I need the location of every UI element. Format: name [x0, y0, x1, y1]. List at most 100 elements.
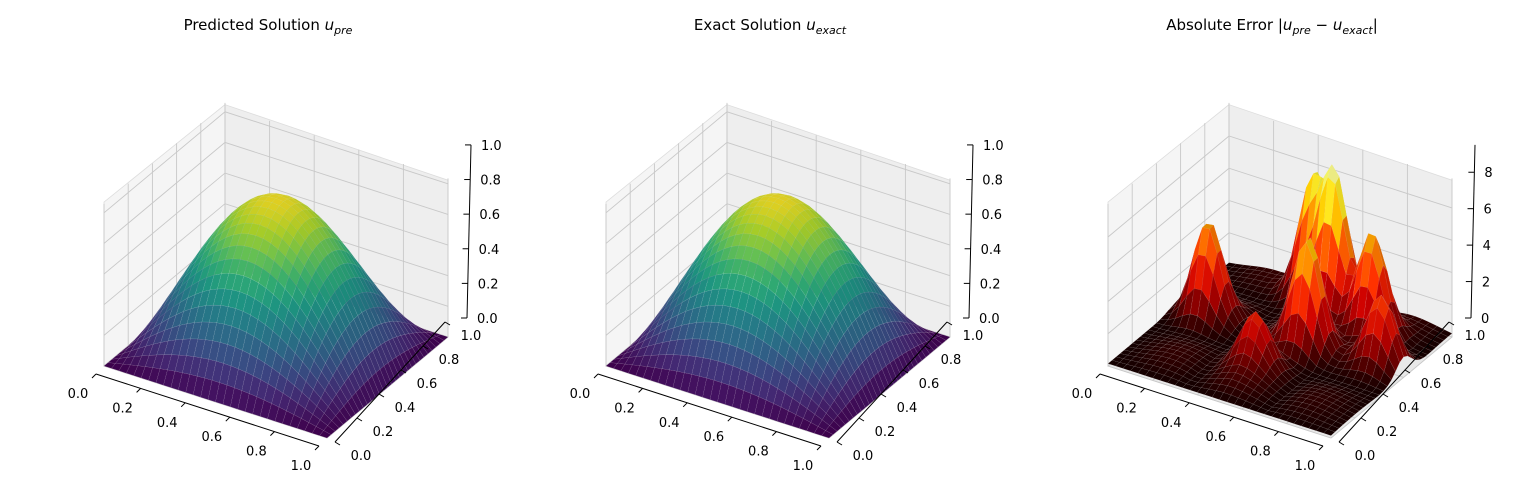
title-text: Exact Solution — [694, 16, 806, 34]
surface-patch — [837, 410, 850, 425]
y-tick-label: 1.0 — [963, 329, 984, 344]
exact-solution-plot: 0.00.20.40.60.81.00.00.20.40.60.81.00.00… — [570, 16, 1004, 474]
z-axis-line — [466, 144, 472, 319]
surface-patch — [1355, 401, 1368, 408]
z-tick-label: 0.8 — [982, 174, 1003, 189]
x-axis-line — [1099, 373, 1324, 447]
y-tick-label: 0.0 — [853, 449, 874, 464]
y-tick-label: 0.8 — [439, 353, 460, 368]
x-axis-line — [597, 373, 822, 447]
y-tick-label: 0.6 — [417, 377, 438, 392]
y-axis-line — [334, 321, 446, 443]
x-axis-line — [95, 373, 320, 447]
y-tick-label: 0.2 — [373, 425, 394, 440]
y-tick-mark — [880, 393, 887, 398]
x-tick-mark — [1184, 402, 1190, 408]
surface-patch — [1327, 425, 1340, 433]
z-tick-label: 0.4 — [981, 243, 1002, 258]
title-text: Predicted Solution — [184, 16, 325, 34]
z-tick-label: 1.0 — [983, 139, 1004, 154]
x-tick-label: 0.0 — [68, 387, 89, 402]
surface-patch — [1432, 336, 1445, 344]
x-tick-mark — [314, 445, 320, 451]
x-tick-mark — [225, 416, 231, 422]
surface-patch — [1383, 356, 1396, 381]
y-tick-label: 1.0 — [461, 329, 482, 344]
z-tick-label: 6 — [1484, 203, 1492, 218]
z-axis-line — [968, 144, 974, 319]
x-tick-mark — [772, 431, 777, 436]
x-tick-mark — [727, 416, 733, 422]
y-tick-mark — [1448, 321, 1455, 326]
y-tick-mark — [1338, 441, 1345, 446]
y-tick-mark — [1404, 369, 1411, 374]
z-tick-label: 0.2 — [980, 277, 1001, 292]
y-tick-label: 0.4 — [1399, 401, 1420, 416]
z-tick-label: 0.8 — [480, 174, 501, 189]
plot-title: Exact Solution uexact — [694, 16, 847, 37]
surface-patch — [424, 339, 437, 351]
surface-patch — [327, 420, 340, 432]
y-tick-mark — [1382, 393, 1389, 398]
y-tick-mark — [1426, 345, 1433, 350]
z-axis-line — [1470, 144, 1476, 319]
z-tick-label: 1.0 — [481, 139, 502, 154]
y-tick-label: 1.0 — [1465, 329, 1486, 344]
y-tick-mark — [924, 345, 931, 350]
y-tick-mark — [356, 417, 363, 422]
y-tick-mark — [858, 417, 865, 422]
x-tick-label: 0.6 — [703, 430, 724, 445]
surface-patch — [1343, 410, 1356, 418]
grid-line — [605, 111, 951, 214]
x-tick-mark — [682, 402, 688, 408]
z-tick-label: 0.2 — [478, 277, 499, 292]
surface-patch — [914, 345, 927, 361]
x-tick-label: 0.4 — [659, 416, 680, 431]
title-symbol: u — [1283, 16, 1293, 34]
y-tick-mark — [400, 369, 407, 374]
x-tick-label: 0.6 — [201, 430, 222, 445]
title-subscript: pre — [333, 24, 353, 37]
surface — [1107, 163, 1453, 436]
x-tick-label: 1.0 — [793, 459, 814, 474]
x-tick-mark — [1318, 445, 1324, 451]
z-tick-label: 0.6 — [479, 208, 500, 223]
grid-line — [605, 172, 951, 275]
title-symbol-2: u — [1333, 16, 1343, 34]
x-tick-label: 0.8 — [1250, 445, 1271, 460]
title-subscript: pre — [1291, 24, 1311, 37]
surface-patch — [319, 430, 332, 439]
x-tick-mark — [1274, 431, 1279, 436]
plot-title: Predicted Solution upre — [184, 16, 353, 37]
y-tick-mark — [946, 321, 953, 326]
x-tick-mark — [816, 445, 822, 451]
y-tick-label: 0.0 — [1355, 449, 1376, 464]
y-tick-label: 0.2 — [875, 425, 896, 440]
x-tick-label: 1.0 — [291, 459, 312, 474]
axes: 0.00.20.40.60.81.00.00.20.40.60.81.00.00… — [570, 139, 1004, 474]
y-tick-label: 0.2 — [1377, 425, 1398, 440]
title-subscript: exact — [816, 24, 847, 37]
x-tick-mark — [136, 388, 141, 393]
y-tick-mark — [422, 345, 429, 350]
surface — [605, 193, 951, 439]
x-tick-label: 0.6 — [1205, 430, 1226, 445]
x-tick-mark — [1095, 373, 1101, 379]
z-tick-label: 0 — [1481, 312, 1489, 327]
grid-line — [103, 172, 449, 275]
z-tick-label: 8 — [1484, 166, 1492, 181]
predicted-solution-plot: 0.00.20.40.60.81.00.00.20.40.60.81.00.00… — [68, 16, 502, 474]
y-tick-mark — [334, 441, 341, 446]
grid-line — [1107, 135, 1453, 238]
x-tick-label: 0.2 — [1116, 401, 1137, 416]
x-tick-mark — [593, 373, 599, 379]
z-tick-label: 0.0 — [979, 312, 1000, 327]
grid-line — [103, 141, 449, 244]
z-tick-label: 2 — [1482, 276, 1490, 291]
x-tick-label: 0.2 — [112, 401, 133, 416]
grid-line — [1107, 167, 1453, 270]
y-tick-label: 0.0 — [351, 449, 372, 464]
surface-patch — [853, 392, 866, 412]
x-tick-label: 0.0 — [1072, 387, 1093, 402]
